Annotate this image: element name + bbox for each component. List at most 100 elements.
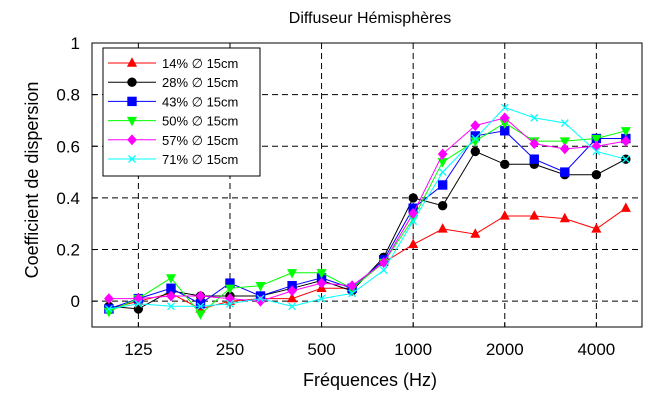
- legend-marker: [127, 77, 137, 87]
- data-point: [288, 302, 297, 311]
- data-point: [133, 304, 144, 314]
- data-point: [591, 134, 602, 145]
- data-point: [437, 148, 448, 160]
- data-point: [529, 154, 539, 164]
- data-point: [471, 134, 480, 143]
- data-point: [437, 180, 448, 190]
- data-point: [408, 207, 419, 219]
- y-tick-label: 0: [71, 292, 80, 311]
- data-point: [620, 127, 631, 137]
- data-point: [408, 193, 418, 203]
- data-point: [255, 281, 266, 292]
- series-6: [104, 103, 630, 313]
- legend-label: 71% ∅ 15cm: [162, 152, 238, 167]
- series-line: [108, 122, 626, 315]
- data-point: [226, 299, 234, 308]
- legend-item: 28% ∅ 15cm: [108, 75, 238, 90]
- plot-series: [103, 103, 631, 320]
- data-point: [316, 269, 327, 279]
- x-tick-label: 500: [307, 340, 335, 359]
- data-point: [500, 159, 510, 170]
- y-tick-label: 1: [71, 34, 80, 53]
- x-tick-label: 250: [216, 340, 244, 359]
- plot-frame: [91, 42, 643, 328]
- data-point: [620, 202, 631, 212]
- legend-label: 43% ∅ 15cm: [162, 94, 238, 109]
- data-point: [166, 290, 176, 302]
- data-point: [104, 293, 114, 305]
- data-point: [559, 212, 570, 223]
- y-tick-label: 0.4: [56, 189, 80, 208]
- data-point: [437, 223, 448, 233]
- chart-title: Diffuseur Hémisphères: [289, 10, 451, 27]
- data-point: [438, 168, 447, 177]
- data-point: [316, 277, 327, 289]
- data-point: [409, 217, 418, 226]
- data-point: [559, 137, 570, 147]
- data-point: [591, 223, 602, 233]
- data-point: [499, 210, 510, 220]
- data-point: [559, 143, 570, 155]
- y-axis-label: Coefficient de dispersion: [22, 82, 42, 279]
- data-point: [317, 294, 326, 303]
- data-point: [529, 210, 540, 220]
- legend-marker: [126, 57, 138, 67]
- x-tick-label: 4000: [577, 340, 615, 359]
- data-point: [620, 135, 631, 147]
- legend-item: 50% ∅ 15cm: [108, 114, 238, 129]
- x-tick-label: 2000: [486, 340, 524, 359]
- data-point: [195, 310, 206, 320]
- legend-box: [102, 47, 261, 177]
- data-point: [499, 112, 510, 124]
- data-point: [224, 284, 236, 295]
- data-point: [470, 120, 481, 132]
- data-point: [437, 200, 448, 211]
- data-point: [530, 113, 539, 122]
- legend: 14% ∅ 15cm 28% ∅ 15cm 43% ∅ 15cm 50% ∅ 15cm…: [102, 47, 261, 177]
- data-point: [256, 294, 265, 303]
- series-line: [108, 117, 626, 302]
- data-point: [287, 285, 297, 297]
- legend-label: 50% ∅ 15cm: [162, 114, 238, 129]
- data-point: [348, 289, 357, 298]
- x-tick-label: 125: [124, 340, 152, 359]
- legend-item: 57% ∅ 15cm: [108, 133, 238, 148]
- legend-label: 14% ∅ 15cm: [162, 56, 238, 71]
- data-point: [134, 299, 143, 308]
- legend-item: 43% ∅ 15cm: [108, 94, 238, 109]
- legend-marker: [126, 116, 138, 127]
- data-point: [378, 257, 389, 268]
- series-line: [108, 106, 626, 310]
- data-point: [408, 238, 419, 249]
- data-point: [500, 103, 509, 112]
- axis-ticks: 125 250 500 1000 2000 4000 0 0.2 0.4 0.6 0.8 1: [56, 34, 615, 359]
- x-tick-label: 1000: [394, 340, 432, 359]
- data-point: [287, 292, 298, 303]
- x-axis-label: Fréquences (Hz): [303, 370, 437, 390]
- data-point: [104, 304, 113, 313]
- legend-marker: [127, 96, 137, 107]
- data-point: [560, 119, 569, 127]
- y-tick-label: 0.8: [56, 86, 80, 105]
- y-tick-label: 0.2: [56, 241, 80, 260]
- data-point: [621, 155, 630, 164]
- data-point: [379, 266, 388, 275]
- data-point: [470, 146, 480, 157]
- data-point: [470, 228, 481, 238]
- legend-marker: [128, 155, 136, 163]
- data-point: [195, 290, 206, 302]
- data-point: [592, 147, 601, 156]
- data-point: [529, 138, 540, 150]
- data-point: [347, 280, 357, 292]
- legend-item: 14% ∅ 15cm: [108, 56, 238, 71]
- data-point: [167, 302, 175, 311]
- data-point: [165, 274, 177, 284]
- data-point: [591, 169, 602, 180]
- data-point: [287, 269, 298, 279]
- legend-item: 71% ∅ 15cm: [108, 152, 238, 167]
- legend-label: 28% ∅ 15cm: [162, 75, 238, 90]
- data-point: [196, 302, 205, 311]
- legend-label: 57% ∅ 15cm: [162, 133, 238, 148]
- legend-marker: [127, 134, 137, 146]
